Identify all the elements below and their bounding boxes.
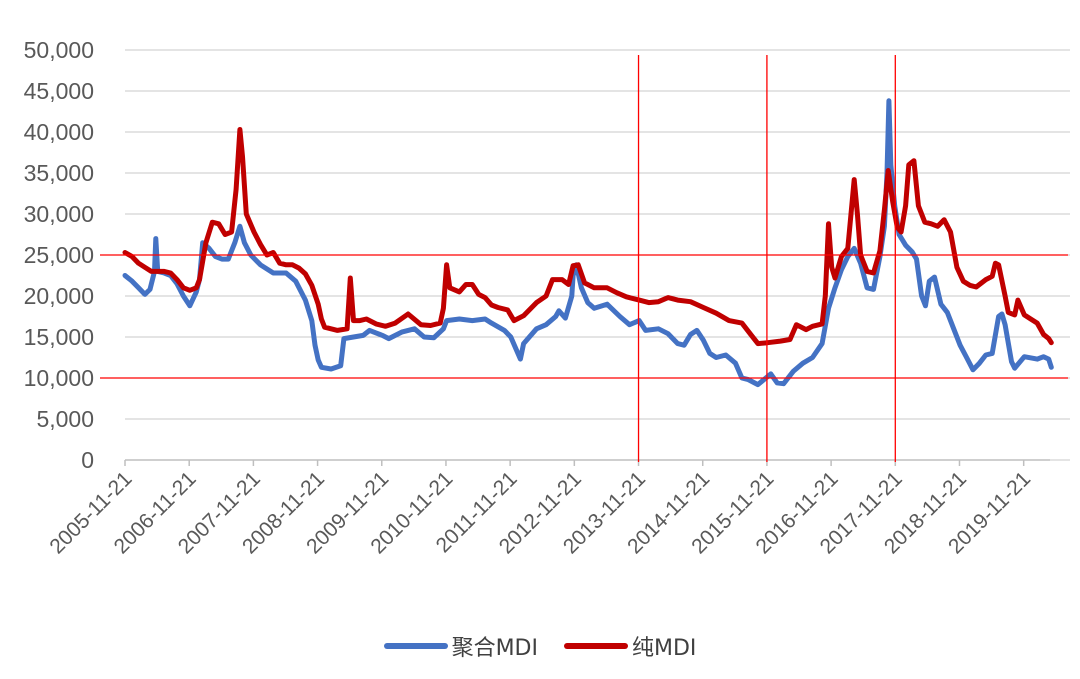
- y-tick-label: 35,000: [24, 160, 94, 186]
- y-tick-label: 0: [81, 447, 94, 473]
- line-chart: 50,000 45,000 40,000 35,000 30,000 25,000 20,0…: [24, 37, 1070, 558]
- y-tick-label: 25,000: [24, 242, 94, 268]
- legend-item-series-2[interactable]: 纯MDI: [564, 630, 696, 662]
- y-tick-label: 45,000: [24, 78, 94, 104]
- y-tick-label: 50,000: [24, 37, 94, 63]
- legend-label-series-1: 聚合MDI: [451, 636, 538, 661]
- legend-swatch-series-1: [383, 643, 448, 649]
- y-axis-ticks: 50,000 45,000 40,000 35,000 30,000 25,000 20,0…: [24, 37, 94, 473]
- series-line-1: [122, 98, 1054, 388]
- y-tick-label: 10,000: [24, 365, 94, 391]
- reference-lines: [100, 55, 1068, 462]
- y-tick-label: 15,000: [24, 324, 94, 350]
- x-axis: 2005-11-212006-11-212007-11-212008-11-21…: [45, 459, 1050, 558]
- series-line-2: [122, 127, 1054, 347]
- legend-label-series-2: 纯MDI: [632, 636, 697, 661]
- legend-item-series-1[interactable]: 聚合MDI: [383, 630, 538, 662]
- series-lines: [122, 98, 1054, 388]
- y-tick-label: 30,000: [24, 201, 94, 227]
- legend-swatch-series-2: [564, 643, 628, 649]
- y-tick-label: 20,000: [24, 283, 94, 309]
- legend: 聚合MDI 纯MDI: [0, 630, 1080, 662]
- y-tick-label: 40,000: [24, 119, 94, 145]
- y-tick-label: 5,000: [36, 406, 94, 432]
